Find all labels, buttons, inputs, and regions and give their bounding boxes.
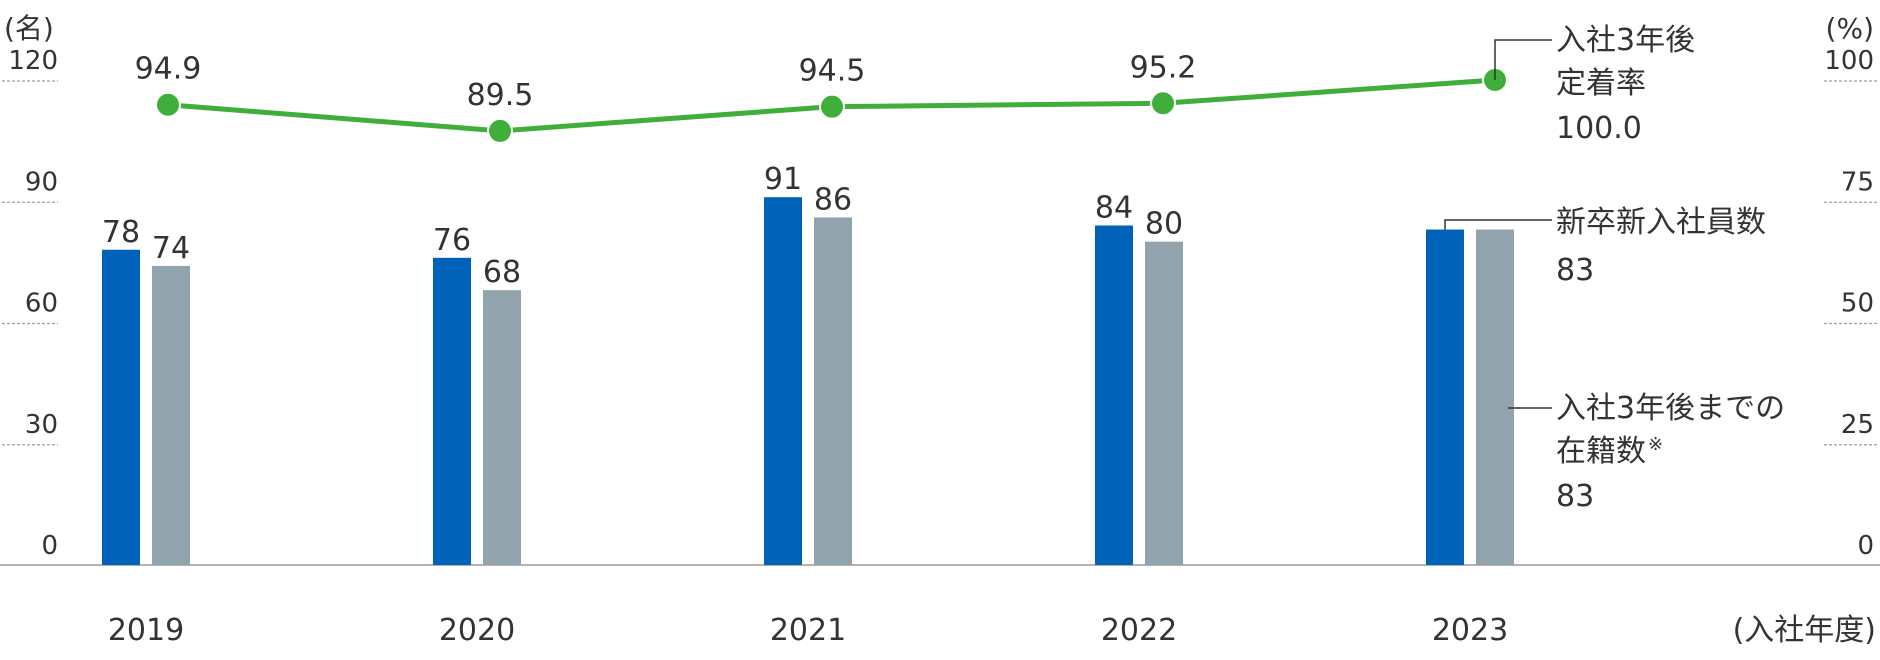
x-tick-label: 2022 xyxy=(1101,613,1177,648)
x-tick-label: 2021 xyxy=(770,613,846,648)
value-labels: 78 74 76 68 91 86 84 80 94.9 89.5 94.5 95.2 xyxy=(102,50,1196,290)
left-axis-unit: (名) xyxy=(4,12,54,45)
retained-callout-name: 在籍数 xyxy=(1556,434,1646,469)
rate-point xyxy=(487,117,513,144)
bars xyxy=(102,197,1514,566)
left-tick-label: 120 xyxy=(8,46,58,76)
left-tick-label: 60 xyxy=(25,289,58,319)
rate-point-label: 95.2 xyxy=(1130,50,1197,85)
new-hires-callout-name: 新卒新入社員数 xyxy=(1556,205,1766,240)
bar-retained xyxy=(1145,241,1183,565)
new-hires-callout-value: 83 xyxy=(1556,253,1594,288)
retained-callout-footnote-mark: ※ xyxy=(1648,434,1663,455)
right-axis-unit: (%) xyxy=(1826,12,1874,45)
new-hires-callout-leader xyxy=(1444,219,1552,230)
rate-point-label: 89.5 xyxy=(467,78,534,113)
rate-callout-name: 入社3年後 xyxy=(1556,23,1695,58)
bar-retained-label: 80 xyxy=(1145,207,1183,242)
bar-new-hires xyxy=(764,197,802,566)
x-axis-label: (入社年度) xyxy=(1733,613,1876,648)
rate-callout-name: 定着率 xyxy=(1556,66,1646,101)
bar-retained xyxy=(1476,229,1514,565)
left-tick-label: 90 xyxy=(25,167,58,197)
bar-new-hires-label: 76 xyxy=(433,223,471,258)
rate-point-label: 94.5 xyxy=(799,54,866,89)
left-tick-label: 0 xyxy=(41,531,58,561)
bar-new-hires xyxy=(102,249,140,565)
retained-callout-value: 83 xyxy=(1556,479,1594,514)
axes: (名)120 90 60 30 0 (%)100 75 50 25 0 2019 2020 2021 20… xyxy=(0,12,1880,648)
bar-retained xyxy=(814,217,852,565)
bar-new-hires xyxy=(1095,225,1133,565)
rate-callout-leader xyxy=(1494,39,1552,80)
x-tick-label: 2023 xyxy=(1432,613,1508,648)
rate-point xyxy=(819,93,845,120)
bar-new-hires xyxy=(433,257,471,565)
bar-new-hires-label: 84 xyxy=(1095,191,1133,226)
bar-retained-label: 68 xyxy=(483,255,521,290)
right-tick-label: 25 xyxy=(1841,410,1874,440)
bar-new-hires-label: 91 xyxy=(764,162,802,197)
bar-retained-label: 86 xyxy=(814,182,852,217)
x-tick-label: 2019 xyxy=(108,613,184,648)
rate-line xyxy=(155,67,1508,144)
bar-new-hires-label: 78 xyxy=(102,215,140,250)
right-tick-label: 0 xyxy=(1857,531,1874,561)
bar-retained xyxy=(152,265,190,565)
rate-point xyxy=(155,91,181,118)
bar-new-hires xyxy=(1426,229,1464,565)
right-tick-label: 50 xyxy=(1841,289,1874,319)
x-tick-label: 2020 xyxy=(439,613,515,648)
rate-point xyxy=(1150,90,1176,117)
right-tick-label: 100 xyxy=(1824,46,1874,76)
retained-callout-name: 入社3年後までの xyxy=(1556,391,1785,426)
rate-point-label: 94.9 xyxy=(135,52,202,87)
bar-retained xyxy=(483,290,521,565)
rate-callout-value: 100.0 xyxy=(1556,111,1642,146)
left-tick-label: 30 xyxy=(25,410,58,440)
bar-retained-label: 74 xyxy=(152,231,190,266)
right-tick-label: 75 xyxy=(1841,167,1874,197)
